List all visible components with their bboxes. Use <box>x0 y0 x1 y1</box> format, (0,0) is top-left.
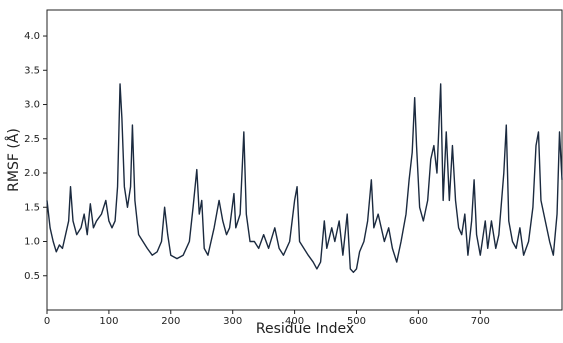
x-axis-title: Residue Index <box>256 321 354 337</box>
y-tick-label: 4.0 <box>24 31 40 42</box>
y-tick-label: 3.5 <box>24 65 40 76</box>
y-tick-label: 0.5 <box>24 271 40 282</box>
y-tick-label: 1.0 <box>24 237 40 248</box>
y-tick-label: 2.5 <box>24 134 40 145</box>
y-tick-label: 2.0 <box>24 168 40 179</box>
plot-frame <box>46 9 563 311</box>
y-tick-label: 1.5 <box>24 202 40 213</box>
x-tick-label: 700 <box>471 316 490 327</box>
x-tick-label: 0 <box>44 316 50 327</box>
y-axis-title: RMSF (Å) <box>5 128 22 192</box>
data-line <box>46 83 563 274</box>
x-tick-label: 100 <box>99 316 118 327</box>
y-tick-label: 3.0 <box>24 100 40 111</box>
x-tick-label: 500 <box>347 316 366 327</box>
x-tick-label: 300 <box>223 316 242 327</box>
x-tick-label: 600 <box>409 316 428 327</box>
x-tick-label: 200 <box>161 316 180 327</box>
x-tick-label: 400 <box>285 316 304 327</box>
